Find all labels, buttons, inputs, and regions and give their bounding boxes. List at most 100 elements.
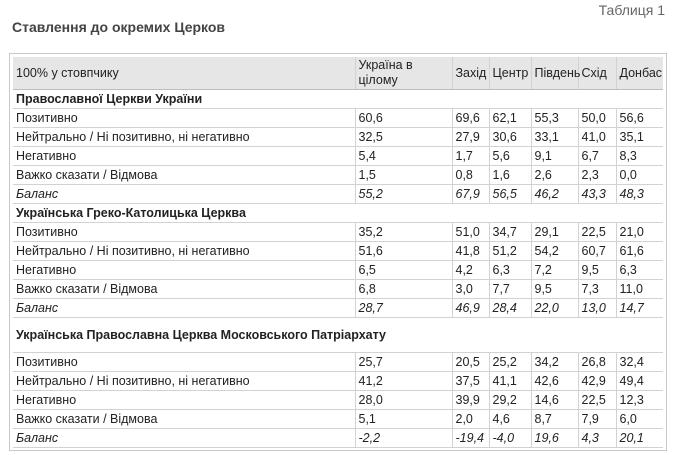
section-header-row: Православної Церкви України	[13, 89, 663, 109]
cell-value: 28,4	[488, 298, 531, 318]
cell-value: 29,1	[530, 222, 578, 242]
cell-value: 7,7	[488, 279, 531, 299]
cell-value: 19,6	[530, 428, 578, 448]
cell-value: 2,0	[451, 409, 489, 429]
cell-value: 6,8	[354, 279, 452, 299]
row-label: Негативно	[13, 260, 355, 280]
cell-value: 62,1	[488, 108, 531, 128]
cell-value: 5,1	[354, 409, 452, 429]
balance-row: Баланс -2,2 -19,4 -4,0 19,6 4,3 20,1	[13, 428, 663, 448]
table-row: Позитивно 35,2 51,0 34,7 29,1 22,5 21,0	[13, 222, 663, 242]
table-row: Важко сказати / Відмова 6,8 3,0 7,7 9,5 7,3 11…	[13, 279, 663, 299]
cell-value: 8,3	[615, 146, 663, 166]
cell-value: 20,5	[451, 352, 489, 372]
cell-value: 61,6	[615, 241, 663, 261]
balance-row: Баланс 28,7 46,9 28,4 22,0 13,0 14,7	[13, 298, 663, 318]
cell-value: 14,7	[615, 298, 663, 318]
cell-value: 6,3	[615, 260, 663, 280]
cell-value: 7,9	[577, 409, 616, 429]
cell-value: 22,5	[577, 222, 616, 242]
column-header: Захід	[451, 57, 489, 90]
cell-value: 41,2	[354, 371, 452, 391]
row-label: Негативно	[13, 146, 355, 166]
cell-value: -19,4	[451, 428, 489, 448]
cell-value: 37,5	[451, 371, 489, 391]
section-title: Православної Церкви України	[13, 89, 663, 109]
row-label: Нейтрально / Ні позитивно, ні негативно	[13, 241, 355, 261]
cell-value: 6,5	[354, 260, 452, 280]
cell-value: 30,6	[488, 127, 531, 147]
cell-value: 69,6	[451, 108, 489, 128]
row-label: Баланс	[13, 184, 355, 204]
cell-value: 26,8	[577, 352, 616, 372]
table-row: Важко сказати / Відмова 1,5 0,8 1,6 2,6 2,3 0,…	[13, 165, 663, 185]
column-header: Південь	[530, 57, 580, 90]
cell-value: 22,5	[577, 390, 616, 410]
table-number: Таблиця 1	[598, 2, 665, 18]
cell-value: 42,9	[577, 371, 616, 391]
cell-value: 21,0	[615, 222, 663, 242]
cell-value: 9,5	[577, 260, 616, 280]
cell-value: 4,3	[577, 428, 616, 448]
page-title: Ставлення до окремих Церков	[12, 19, 226, 35]
cell-value: 29,2	[488, 390, 531, 410]
table-row: Нейтрально / Ні позитивно, ні негативно 4…	[13, 371, 663, 391]
data-table: 100% у стовпчику Україна в цілому Захід Цен…	[13, 57, 663, 448]
cell-value: 35,2	[354, 222, 452, 242]
cell-value: 2,6	[530, 165, 578, 185]
cell-value: 49,4	[615, 371, 663, 391]
cell-value: 5,4	[354, 146, 452, 166]
cell-value: 9,5	[530, 279, 578, 299]
cell-value: 1,5	[354, 165, 452, 185]
cell-value: -4,0	[488, 428, 531, 448]
cell-value: 0,0	[615, 165, 663, 185]
cell-value: 7,3	[577, 279, 616, 299]
cell-value: 60,6	[354, 108, 452, 128]
row-label: Нейтрально / Ні позитивно, ні негативно	[13, 127, 355, 147]
cell-value: 7,2	[530, 260, 578, 280]
cell-value: 42,6	[530, 371, 578, 391]
cell-value: 46,2	[530, 184, 578, 204]
cell-value: 1,7	[451, 146, 489, 166]
row-label: Важко сказати / Відмова	[13, 279, 355, 299]
cell-value: 34,7	[488, 222, 531, 242]
table-row: Негативно 5,4 1,7 5,6 9,1 6,7 8,3	[13, 146, 663, 166]
cell-value: 55,3	[530, 108, 578, 128]
table-frame	[9, 53, 667, 451]
cell-value: -2,2	[354, 428, 452, 448]
cell-value: 6,7	[577, 146, 616, 166]
cell-value: 27,9	[451, 127, 489, 147]
cell-value: 41,8	[451, 241, 489, 261]
column-header: Схід	[577, 57, 616, 90]
row-label: Нейтрально / Ні позитивно, ні негативно	[13, 371, 355, 391]
cell-value: 2,3	[577, 165, 616, 185]
cell-value: 51,2	[488, 241, 531, 261]
table-row: Негативно 6,5 4,2 6,3 7,2 9,5 6,3	[13, 260, 663, 280]
cell-value: 25,7	[354, 352, 452, 372]
row-label: Баланс	[13, 428, 355, 448]
section-header-row: Українська Православна Церква Московсько…	[13, 317, 663, 353]
cell-value: 22,0	[530, 298, 578, 318]
cell-value: 48,3	[615, 184, 663, 204]
balance-row: Баланс 55,2 67,9 56,5 46,2 43,3 48,3	[13, 184, 663, 204]
cell-value: 56,6	[615, 108, 663, 128]
cell-value: 8,7	[530, 409, 578, 429]
cell-value: 33,1	[530, 127, 578, 147]
table-row: Важко сказати / Відмова 5,1 2,0 4,6 8,7 7,9 6,…	[13, 409, 663, 429]
cell-value: 41,0	[577, 127, 616, 147]
column-header: Україна в цілому	[354, 57, 452, 90]
cell-value: 28,0	[354, 390, 452, 410]
row-label: Важко сказати / Відмова	[13, 165, 355, 185]
section-title: Українська Греко-Католицька Церква	[13, 203, 663, 223]
row-label: Важко сказати / Відмова	[13, 409, 355, 429]
cell-value: 51,0	[451, 222, 489, 242]
column-header: 100% у стовпчику	[13, 57, 355, 90]
cell-value: 20,1	[615, 428, 663, 448]
table-row: Нейтрально / Ні позитивно, ні негативно 3…	[13, 127, 663, 147]
row-label: Позитивно	[13, 352, 355, 372]
cell-value: 11,0	[615, 279, 663, 299]
cell-value: 41,1	[488, 371, 531, 391]
cell-value: 6,0	[615, 409, 663, 429]
cell-value: 25,2	[488, 352, 531, 372]
cell-value: 4,2	[451, 260, 489, 280]
